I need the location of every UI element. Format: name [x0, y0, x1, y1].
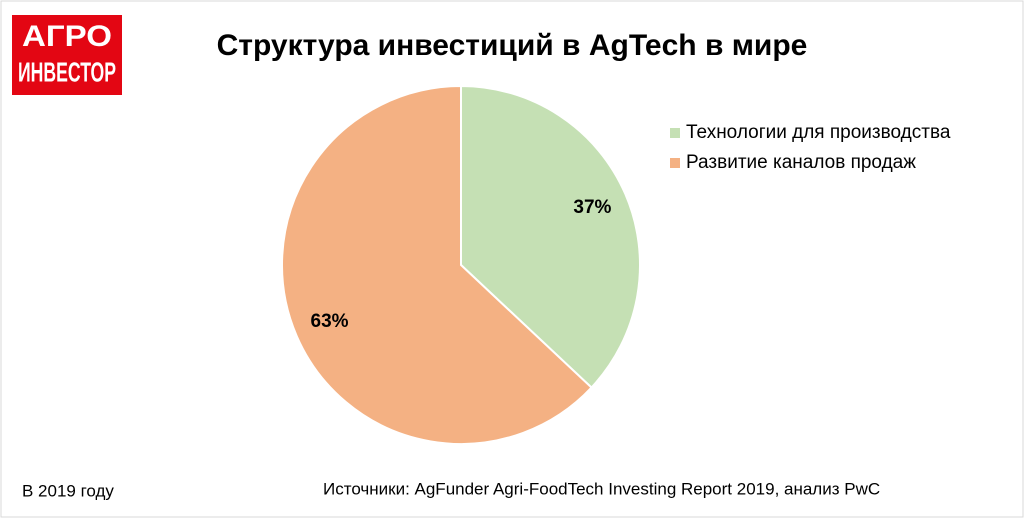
logo-box — [12, 15, 122, 95]
legend-swatch — [670, 128, 680, 138]
legend-label: Развитие каналов продаж — [686, 152, 916, 173]
logo-text: ИНВЕСТОР — [18, 56, 116, 87]
pie-slice — [460, 84, 641, 389]
data-label: 63% — [311, 311, 349, 332]
legend-swatch — [670, 158, 680, 168]
logo-text: АГРО — [22, 20, 112, 53]
data-label: 37% — [573, 197, 611, 218]
legend-label: Технологии для производства — [686, 122, 951, 143]
chart-title: Структура инвестиций в AgTech в мире — [217, 29, 808, 62]
pie-slice — [281, 84, 593, 445]
source: Источники: AgFunder Agri-FoodTech Invest… — [323, 479, 880, 498]
note: В 2019 году — [22, 481, 114, 500]
